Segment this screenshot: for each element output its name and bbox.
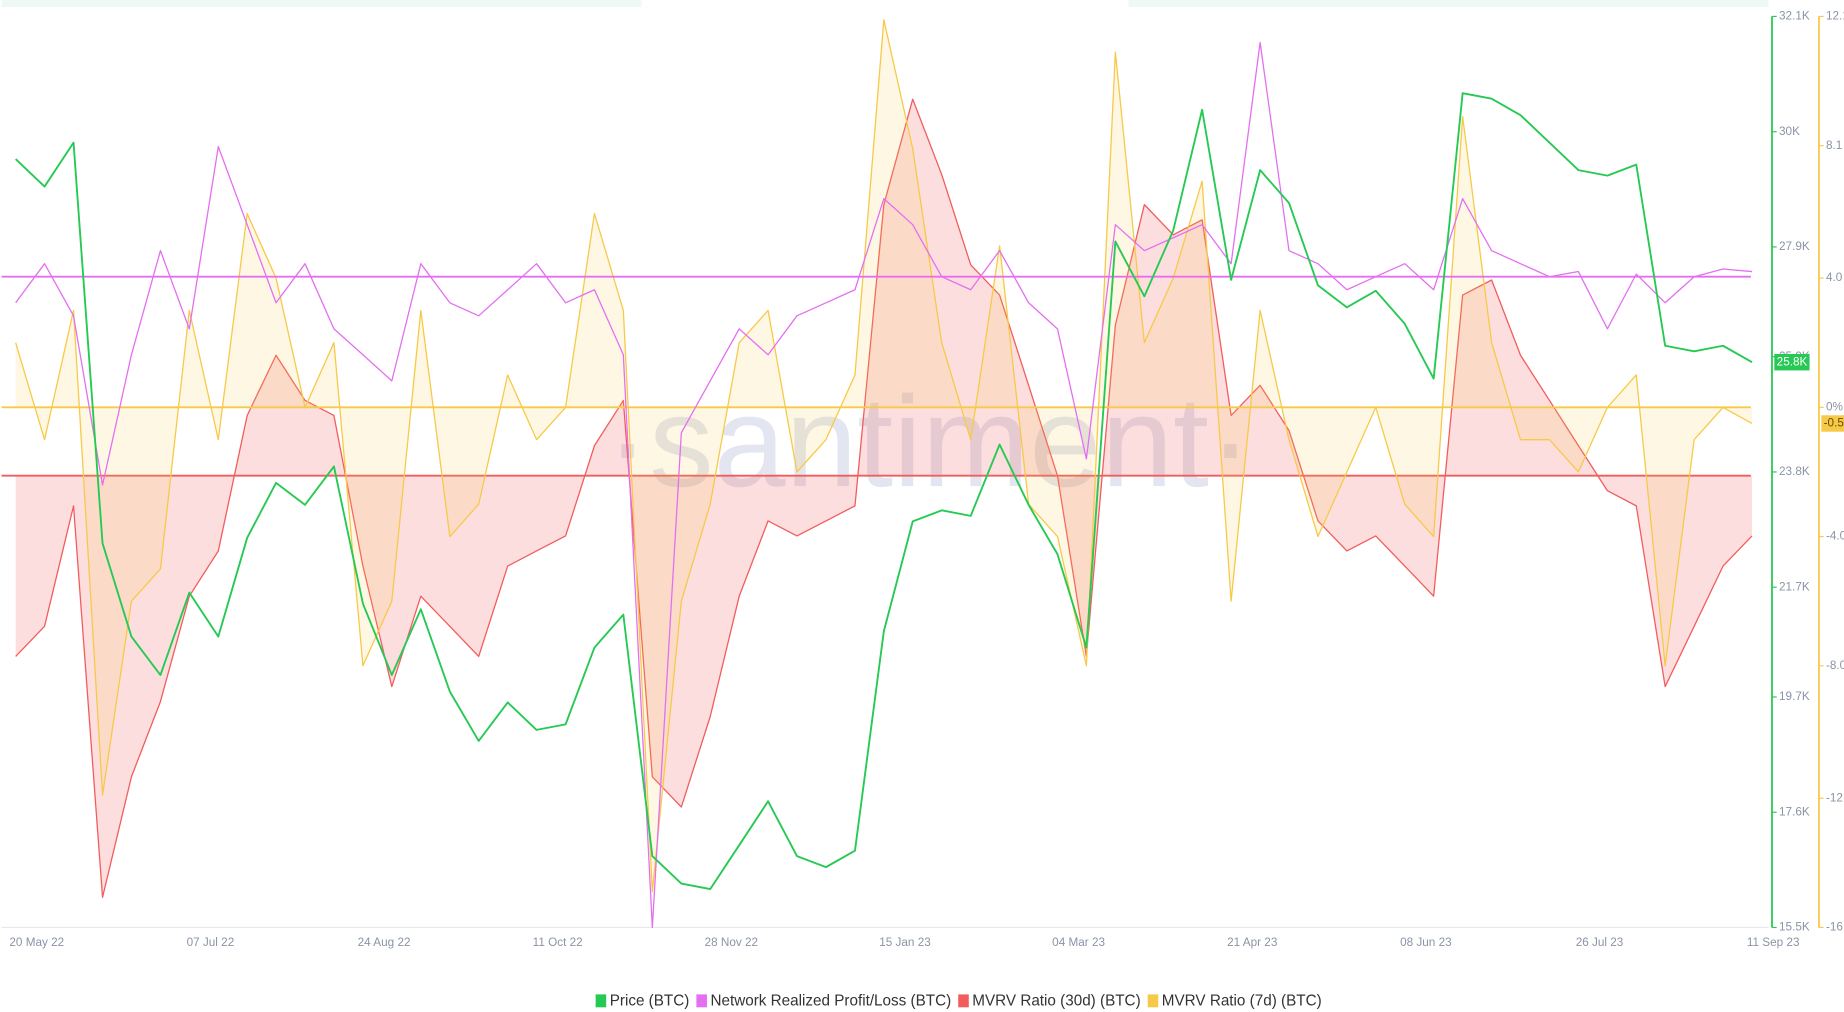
top-band [1,0,642,8]
x-tick-label: 11 Sep 23 [1747,936,1800,949]
legend-swatch [595,994,607,1008]
x-tick-label: 24 Aug 22 [358,936,411,949]
y-tick-label: 32.1K [1779,10,1810,23]
y2-tick-label: 4.0 [1826,271,1843,284]
x-tick-label: 28 Nov 22 [705,936,759,949]
value-label: -0.5 [1824,417,1844,430]
x-tick-label: 11 Oct 22 [533,936,583,949]
value-badge [1821,415,1844,432]
y-tick-label: 27.9K [1779,240,1810,253]
y-tick-label: 21.7K [1779,580,1810,593]
y2-tick-label: 8.1 [1826,139,1842,152]
x-tick-label: 21 Apr 23 [1227,936,1278,949]
legend-swatch [696,994,707,1008]
series-line [15,41,1753,929]
legend-label: MVRV Ratio (30d) (BTC) [972,992,1140,1009]
y2-tick-label: 0% [1826,400,1844,413]
value-label: 25.8K [1777,355,1808,368]
x-tick-label: 20 May 22 [9,936,64,949]
legend-label: MVRV Ratio (7d) (BTC) [1162,992,1322,1009]
y-tick-label: 19.7K [1779,690,1810,703]
area [15,19,1753,892]
legend-label: Network Realized Profit/Loss (BTC) [710,992,951,1009]
series-line [15,98,1753,898]
legend-swatch [958,994,969,1008]
y2-tick-label: 12.1 [1826,10,1844,23]
y2-tick-label: -16 [1826,921,1843,934]
series-line [15,19,1753,893]
y2-tick-label: -4.0 [1826,530,1844,543]
x-tick-label: 15 Jan 23 [879,936,931,949]
y-tick-label: 23.8K [1779,465,1810,478]
y-tick-label: 30K [1779,125,1800,138]
top-band [1128,0,1769,8]
y-tick-label: 15.5K [1779,921,1810,934]
value-badge [1774,353,1810,371]
y2-tick-label: -12 [1826,791,1843,804]
series-line [15,92,1753,891]
y2-tick-label: -8.0 [1826,659,1844,672]
x-tick-label: 08 Jun 23 [1400,936,1452,949]
x-tick-label: 04 Mar 23 [1052,936,1105,949]
y-tick-label: 17.6K [1779,805,1810,818]
legend-swatch [1147,994,1159,1008]
x-tick-label: 07 Jul 22 [187,936,235,949]
watermark: ·santiment· [606,370,1252,514]
x-tick-label: 26 Jul 23 [1576,936,1624,949]
area [15,99,1753,898]
legend: Price (BTC) Network Realized Profit/Loss … [595,992,1322,1009]
plot: 15.5K17.6K19.7K21.7K23.8K25.9K27.9K30K32… [1,10,1844,949]
legend-label: Price (BTC) [610,992,690,1009]
